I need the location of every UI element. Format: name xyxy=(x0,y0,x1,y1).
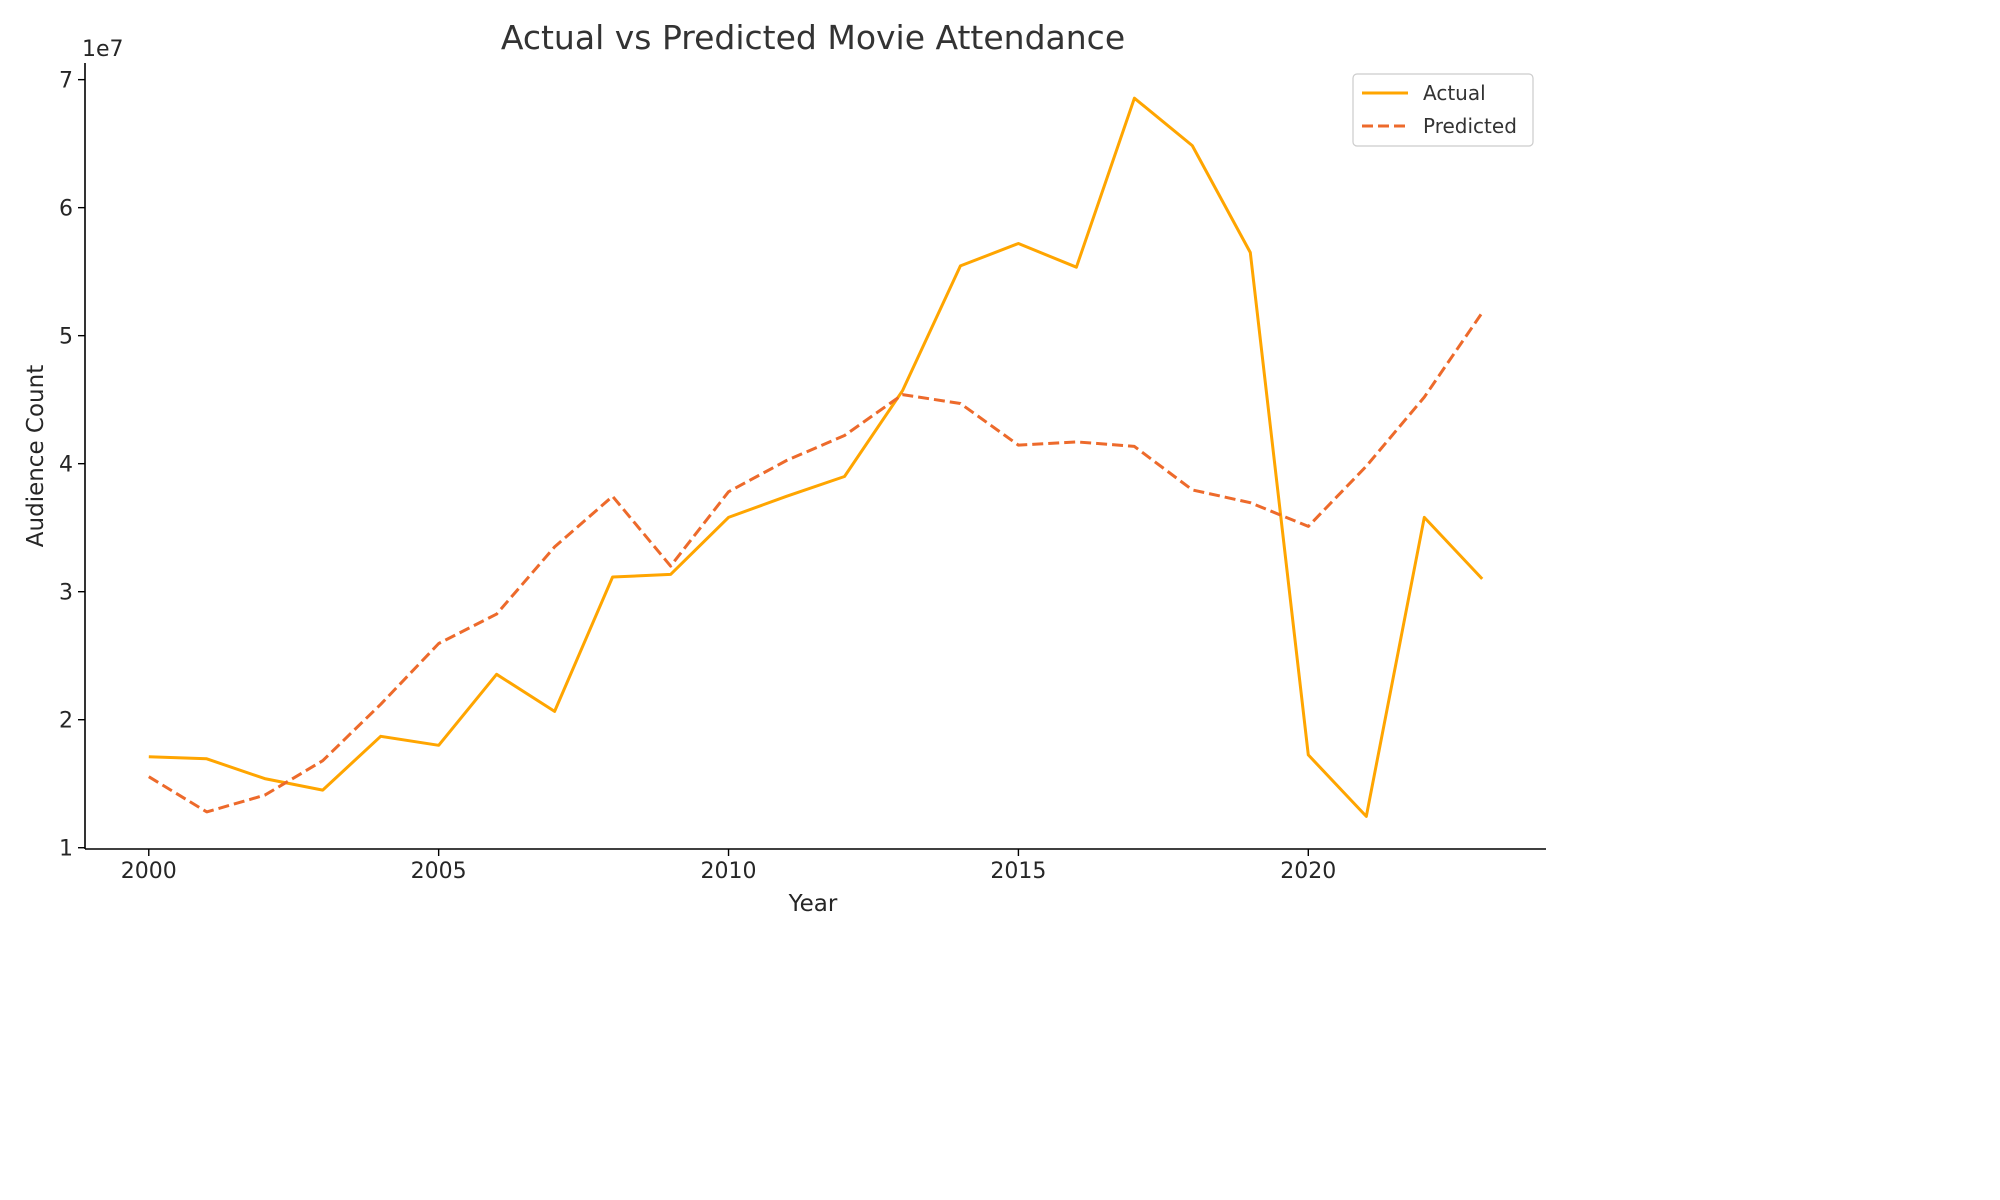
chart-container: Actual vs Predicted Movie Attendance 1e7… xyxy=(23,18,1546,917)
y-offset-label: 1e7 xyxy=(82,37,124,62)
series-line-actual xyxy=(148,96,1484,818)
x-tick-label: 2020 xyxy=(1280,859,1336,884)
x-ticks: 2000 2005 2010 2015 2020 xyxy=(121,849,1336,884)
x-axis-label: Year xyxy=(788,891,838,917)
y-tick-label: 6 xyxy=(59,197,73,222)
y-axis-label: Audience Count xyxy=(23,365,49,547)
series-line-predicted xyxy=(148,311,1484,814)
legend: Actual Predicted xyxy=(1352,73,1534,147)
x-tick-label: 2005 xyxy=(411,859,467,884)
y-tick-label: 7 xyxy=(59,69,73,94)
y-tick-label: 2 xyxy=(59,709,73,734)
series-layer xyxy=(148,96,1484,818)
line-chart: Actual vs Predicted Movie Attendance 1e7… xyxy=(23,18,1546,917)
x-tick-label: 2015 xyxy=(990,859,1046,884)
x-tick-label: 2000 xyxy=(121,859,177,884)
y-tick-label: 1 xyxy=(59,837,73,862)
chart-title: Actual vs Predicted Movie Attendance xyxy=(501,18,1125,57)
x-tick-label: 2010 xyxy=(701,859,757,884)
y-tick-label: 5 xyxy=(59,325,73,350)
legend-label-actual: Actual xyxy=(1423,81,1486,105)
y-tick-label: 3 xyxy=(59,581,73,606)
legend-label-predicted: Predicted xyxy=(1423,114,1517,138)
y-ticks: 1 2 3 4 5 6 7 xyxy=(59,69,85,862)
y-tick-label: 4 xyxy=(59,453,73,478)
